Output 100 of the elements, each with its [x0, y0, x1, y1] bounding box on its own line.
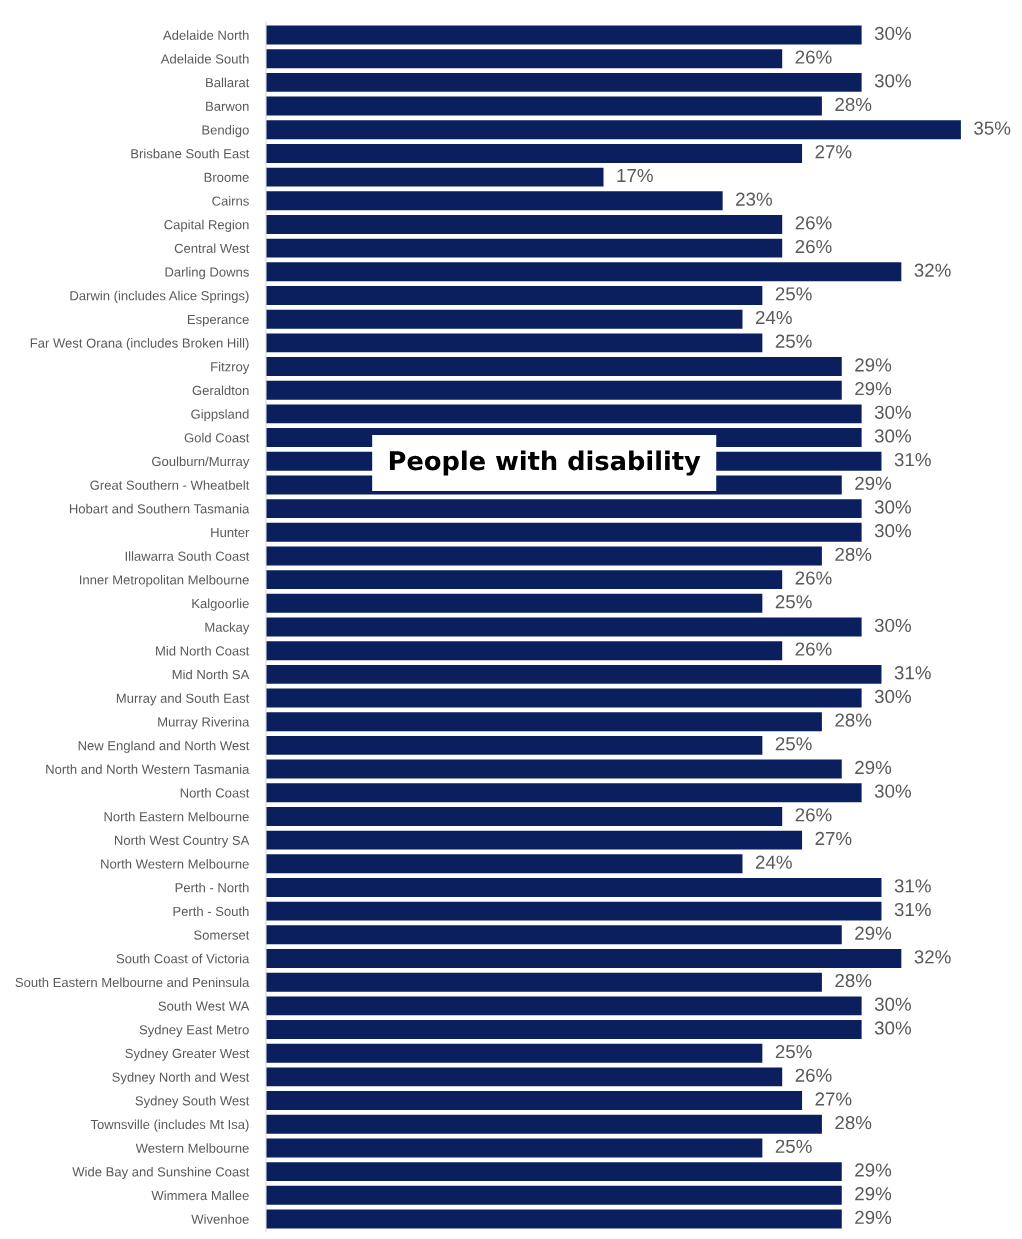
bar [266, 49, 783, 69]
y-tick-label: Darling Downs [165, 267, 249, 280]
data-label: 17% [617, 168, 653, 183]
y-tick-label: South West WA [158, 1001, 250, 1011]
data-label: 29% [855, 1163, 892, 1177]
y-tick-label: Geraldton [192, 385, 249, 396]
y-tick-label: Brisbane South East [131, 148, 250, 159]
y-tick-label: South Eastern Melbourne and Peninsula [15, 977, 250, 988]
y-tick-label: Somerset [194, 930, 250, 940]
y-tick-label: North Western Melbourne [101, 859, 249, 869]
text: People with disability [389, 450, 701, 476]
data-label: 26% [795, 808, 832, 822]
data-label: 29% [855, 1187, 892, 1201]
data-label: 35% [974, 121, 1011, 135]
bar [266, 925, 842, 945]
bar [266, 783, 862, 803]
y-tick-label: Adelaide North [163, 30, 249, 40]
data-label: 26% [795, 216, 832, 230]
y-tick-label: Adelaide South [160, 53, 249, 64]
y-tick-label: Great Southern - Wheatbelt [90, 480, 250, 490]
y-tick-label: Gippsland [191, 409, 249, 422]
data-label: 29% [855, 476, 892, 490]
data-label: 29% [855, 1210, 892, 1225]
data-label: 28% [835, 713, 872, 727]
data-label: 28% [835, 1116, 872, 1130]
data-label: 27% [815, 831, 852, 846]
y-tick-label: Perth - North [175, 882, 249, 893]
bar [266, 25, 862, 45]
data-label: 30% [874, 997, 911, 1011]
data-label: 30% [874, 405, 911, 419]
y-tick-label: Wimmera Mallee [151, 1190, 249, 1201]
bar [266, 380, 842, 400]
data-label: 30% [874, 784, 911, 798]
y-tick-label: Goulburn/Murray [152, 456, 250, 469]
bar [266, 854, 743, 874]
y-tick-label: Kalgoorlie [192, 598, 249, 611]
y-tick-label: Inner Metropolitan Melbourne [80, 574, 249, 588]
bar [266, 143, 803, 163]
y-tick-label: Sydney Greater West [125, 1048, 250, 1061]
data-label: 29% [855, 358, 892, 372]
data-label: 30% [874, 1021, 911, 1035]
bar [266, 806, 783, 826]
y-tick-label: Sydney South West [135, 1095, 250, 1109]
y-tick-label: New England and North West [78, 740, 250, 753]
y-tick-label: Cairns [212, 196, 249, 206]
bar [266, 878, 882, 897]
bar [266, 214, 783, 234]
data-label: 25% [775, 334, 812, 348]
data-label: 31% [894, 879, 931, 893]
y-tick-label: Esperance [187, 314, 249, 327]
bar [266, 309, 743, 329]
data-label: 25% [775, 737, 812, 751]
bar [266, 996, 862, 1016]
bar [266, 72, 862, 92]
y-tick-label: Central West [174, 243, 250, 253]
bar [266, 404, 862, 424]
y-tick-label: Illawarra South Coast [125, 551, 250, 561]
bar [266, 1209, 842, 1229]
y-tick-label: Wivenhoe [191, 1214, 249, 1224]
bar [266, 191, 723, 211]
y-tick-label: Capital Region [164, 219, 249, 232]
bar [266, 1185, 842, 1205]
data-label: 26% [795, 1068, 832, 1082]
bar [266, 1162, 842, 1182]
y-tick-label: Sydney East Metro [139, 1024, 249, 1037]
y-tick-label: Western Melbourne [135, 1143, 249, 1153]
y-tick-label: Hunter [211, 528, 250, 538]
data-label: 31% [894, 666, 931, 680]
data-label: 30% [874, 429, 911, 443]
y-tick-label: Darwin (includes Alice Springs) [70, 290, 249, 303]
bar [266, 570, 783, 590]
data-label: 29% [855, 381, 892, 396]
bar [266, 1091, 803, 1111]
data-label: 27% [815, 1092, 852, 1106]
y-tick-label: Mackay [205, 622, 250, 635]
data-label: 24% [755, 855, 792, 869]
data-label: 28% [835, 547, 872, 561]
data-label: 24% [755, 310, 792, 325]
bar [266, 499, 862, 519]
data-label: 31% [894, 902, 931, 917]
y-tick-label: Sydney North and West [112, 1072, 250, 1085]
y-tick-label: Mid North SA [172, 669, 250, 680]
data-label: 27% [815, 145, 852, 159]
bar [266, 593, 763, 613]
data-label: 32% [914, 263, 951, 277]
data-label: 25% [775, 1044, 812, 1059]
y-tick-label: North Eastern Melbourne [104, 811, 249, 822]
y-tick-label: Broome [204, 172, 249, 182]
data-label: 30% [874, 500, 911, 514]
y-tick-label: Townsville (includes Mt Isa) [90, 1119, 249, 1132]
data-label: 30% [874, 524, 911, 538]
bar [266, 522, 862, 542]
bar [266, 830, 803, 850]
data-label: 26% [795, 642, 832, 656]
bar [266, 735, 763, 755]
bar [266, 120, 961, 140]
bar [266, 712, 822, 732]
bar [266, 96, 822, 116]
bar [266, 759, 842, 779]
data-label: 30% [874, 74, 911, 88]
